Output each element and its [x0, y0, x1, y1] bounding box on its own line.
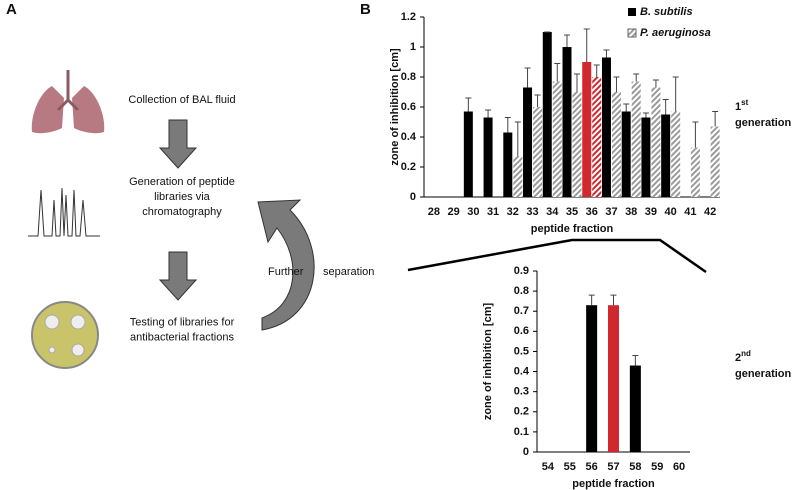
panel-label: B: [360, 1, 371, 18]
x-tick-label: 40: [665, 206, 677, 218]
bar: [611, 92, 621, 197]
x-tick-label: 28: [428, 206, 440, 218]
x-tick-label: 41: [684, 206, 696, 218]
generation-label: 1st: [735, 98, 749, 113]
generation-number: 2: [735, 352, 741, 364]
bar: [661, 114, 671, 197]
x-tick-label: 31: [487, 206, 499, 218]
y-tick-label: 0: [523, 446, 529, 458]
bar: [533, 107, 543, 197]
panel-label: A: [6, 1, 17, 18]
x-tick-label: 39: [645, 206, 657, 218]
bar: [582, 62, 592, 197]
bar: [631, 81, 641, 197]
bar: [671, 111, 681, 197]
y-tick-label: 1.2: [401, 11, 416, 23]
bar: [641, 117, 651, 197]
x-tick-label: 37: [605, 206, 617, 218]
step-label: Collection of BAL fluid: [128, 94, 235, 106]
y-tick-label: 0: [410, 191, 416, 203]
y-tick-label: 0.5: [514, 345, 529, 357]
zoom-lines: [407, 238, 707, 274]
y-axis-title: zone of inhibition [cm]: [389, 48, 401, 166]
x-tick-label: 56: [586, 461, 598, 473]
bar: [651, 87, 661, 197]
x-axis-title: peptide fraction: [531, 223, 614, 235]
step-label: libraries via: [154, 191, 211, 203]
bar: [513, 156, 523, 197]
x-tick-label: 32: [507, 206, 519, 218]
loop-label: Further: [268, 266, 304, 278]
bar: [463, 111, 473, 197]
generation-suffix: st: [741, 98, 748, 107]
step-label: Generation of peptide: [129, 176, 235, 188]
generation-suffix: nd: [741, 349, 751, 358]
y-tick-label: 0.4: [514, 365, 530, 377]
x-axis-title: peptide fraction: [572, 478, 655, 490]
y-tick-label: 0.9: [514, 265, 529, 277]
petri-dish-icon: [31, 301, 99, 369]
y-tick-label: 0.1: [514, 426, 529, 438]
generation-word: generation: [735, 117, 792, 129]
bar: [552, 81, 562, 197]
chromatogram-icon: [28, 187, 100, 237]
bar: [608, 305, 619, 452]
x-tick-label: 36: [586, 206, 598, 218]
x-tick-label: 60: [673, 461, 685, 473]
bar: [592, 77, 602, 197]
bar: [690, 147, 700, 197]
y-tick-label: 0.8: [514, 285, 529, 297]
x-tick-label: 29: [447, 206, 459, 218]
legend-label: B. subtilis: [640, 6, 693, 18]
x-tick-label: 58: [629, 461, 641, 473]
x-tick-label: 33: [526, 206, 538, 218]
generation-number: 1: [735, 101, 741, 113]
x-tick-label: 59: [651, 461, 663, 473]
y-tick-label: 0.6: [401, 101, 416, 113]
legend-swatch: [627, 28, 637, 38]
x-tick-label: 30: [467, 206, 479, 218]
bar: [629, 365, 641, 452]
y-tick-label: 0.7: [514, 305, 529, 317]
loop-arrow: [257, 199, 315, 331]
step-label: Testing of libraries for: [130, 316, 235, 328]
y-tick-label: 0.4: [401, 131, 417, 143]
y-axis-title: zone of inhibition [cm]: [482, 303, 494, 421]
x-tick-label: 34: [546, 206, 559, 218]
y-tick-label: 0.2: [514, 406, 529, 418]
bar: [601, 57, 611, 197]
y-tick-label: 0.2: [401, 161, 416, 173]
bar: [483, 117, 493, 197]
bar: [542, 32, 552, 197]
y-tick-label: 1: [410, 41, 416, 53]
x-tick-label: 54: [542, 461, 555, 473]
x-tick-label: 35: [566, 206, 578, 218]
down-arrows: [158, 119, 198, 301]
x-tick-label: 42: [704, 206, 716, 218]
bar: [503, 132, 513, 197]
y-tick-label: 0.3: [514, 386, 529, 398]
legend-label: P. aeruginosa: [640, 27, 711, 39]
bar: [710, 126, 720, 197]
bar: [621, 111, 631, 197]
generation-word: generation: [735, 368, 792, 380]
y-tick-label: 0.6: [514, 325, 529, 337]
x-tick-label: 57: [607, 461, 619, 473]
x-tick-label: 38: [625, 206, 637, 218]
lungs-icon: [31, 70, 105, 134]
x-tick-label: 55: [564, 461, 576, 473]
bar: [586, 305, 598, 452]
y-tick-label: 0.8: [401, 71, 416, 83]
step-label: chromatography: [142, 206, 222, 218]
legend-swatch: [628, 8, 636, 16]
bar: [562, 47, 572, 197]
generation-label: 2nd: [735, 349, 751, 364]
loop-label: separation: [323, 266, 374, 278]
bar: [523, 87, 533, 197]
step-label: antibacterial fractions: [130, 331, 234, 343]
bar: [572, 92, 582, 197]
